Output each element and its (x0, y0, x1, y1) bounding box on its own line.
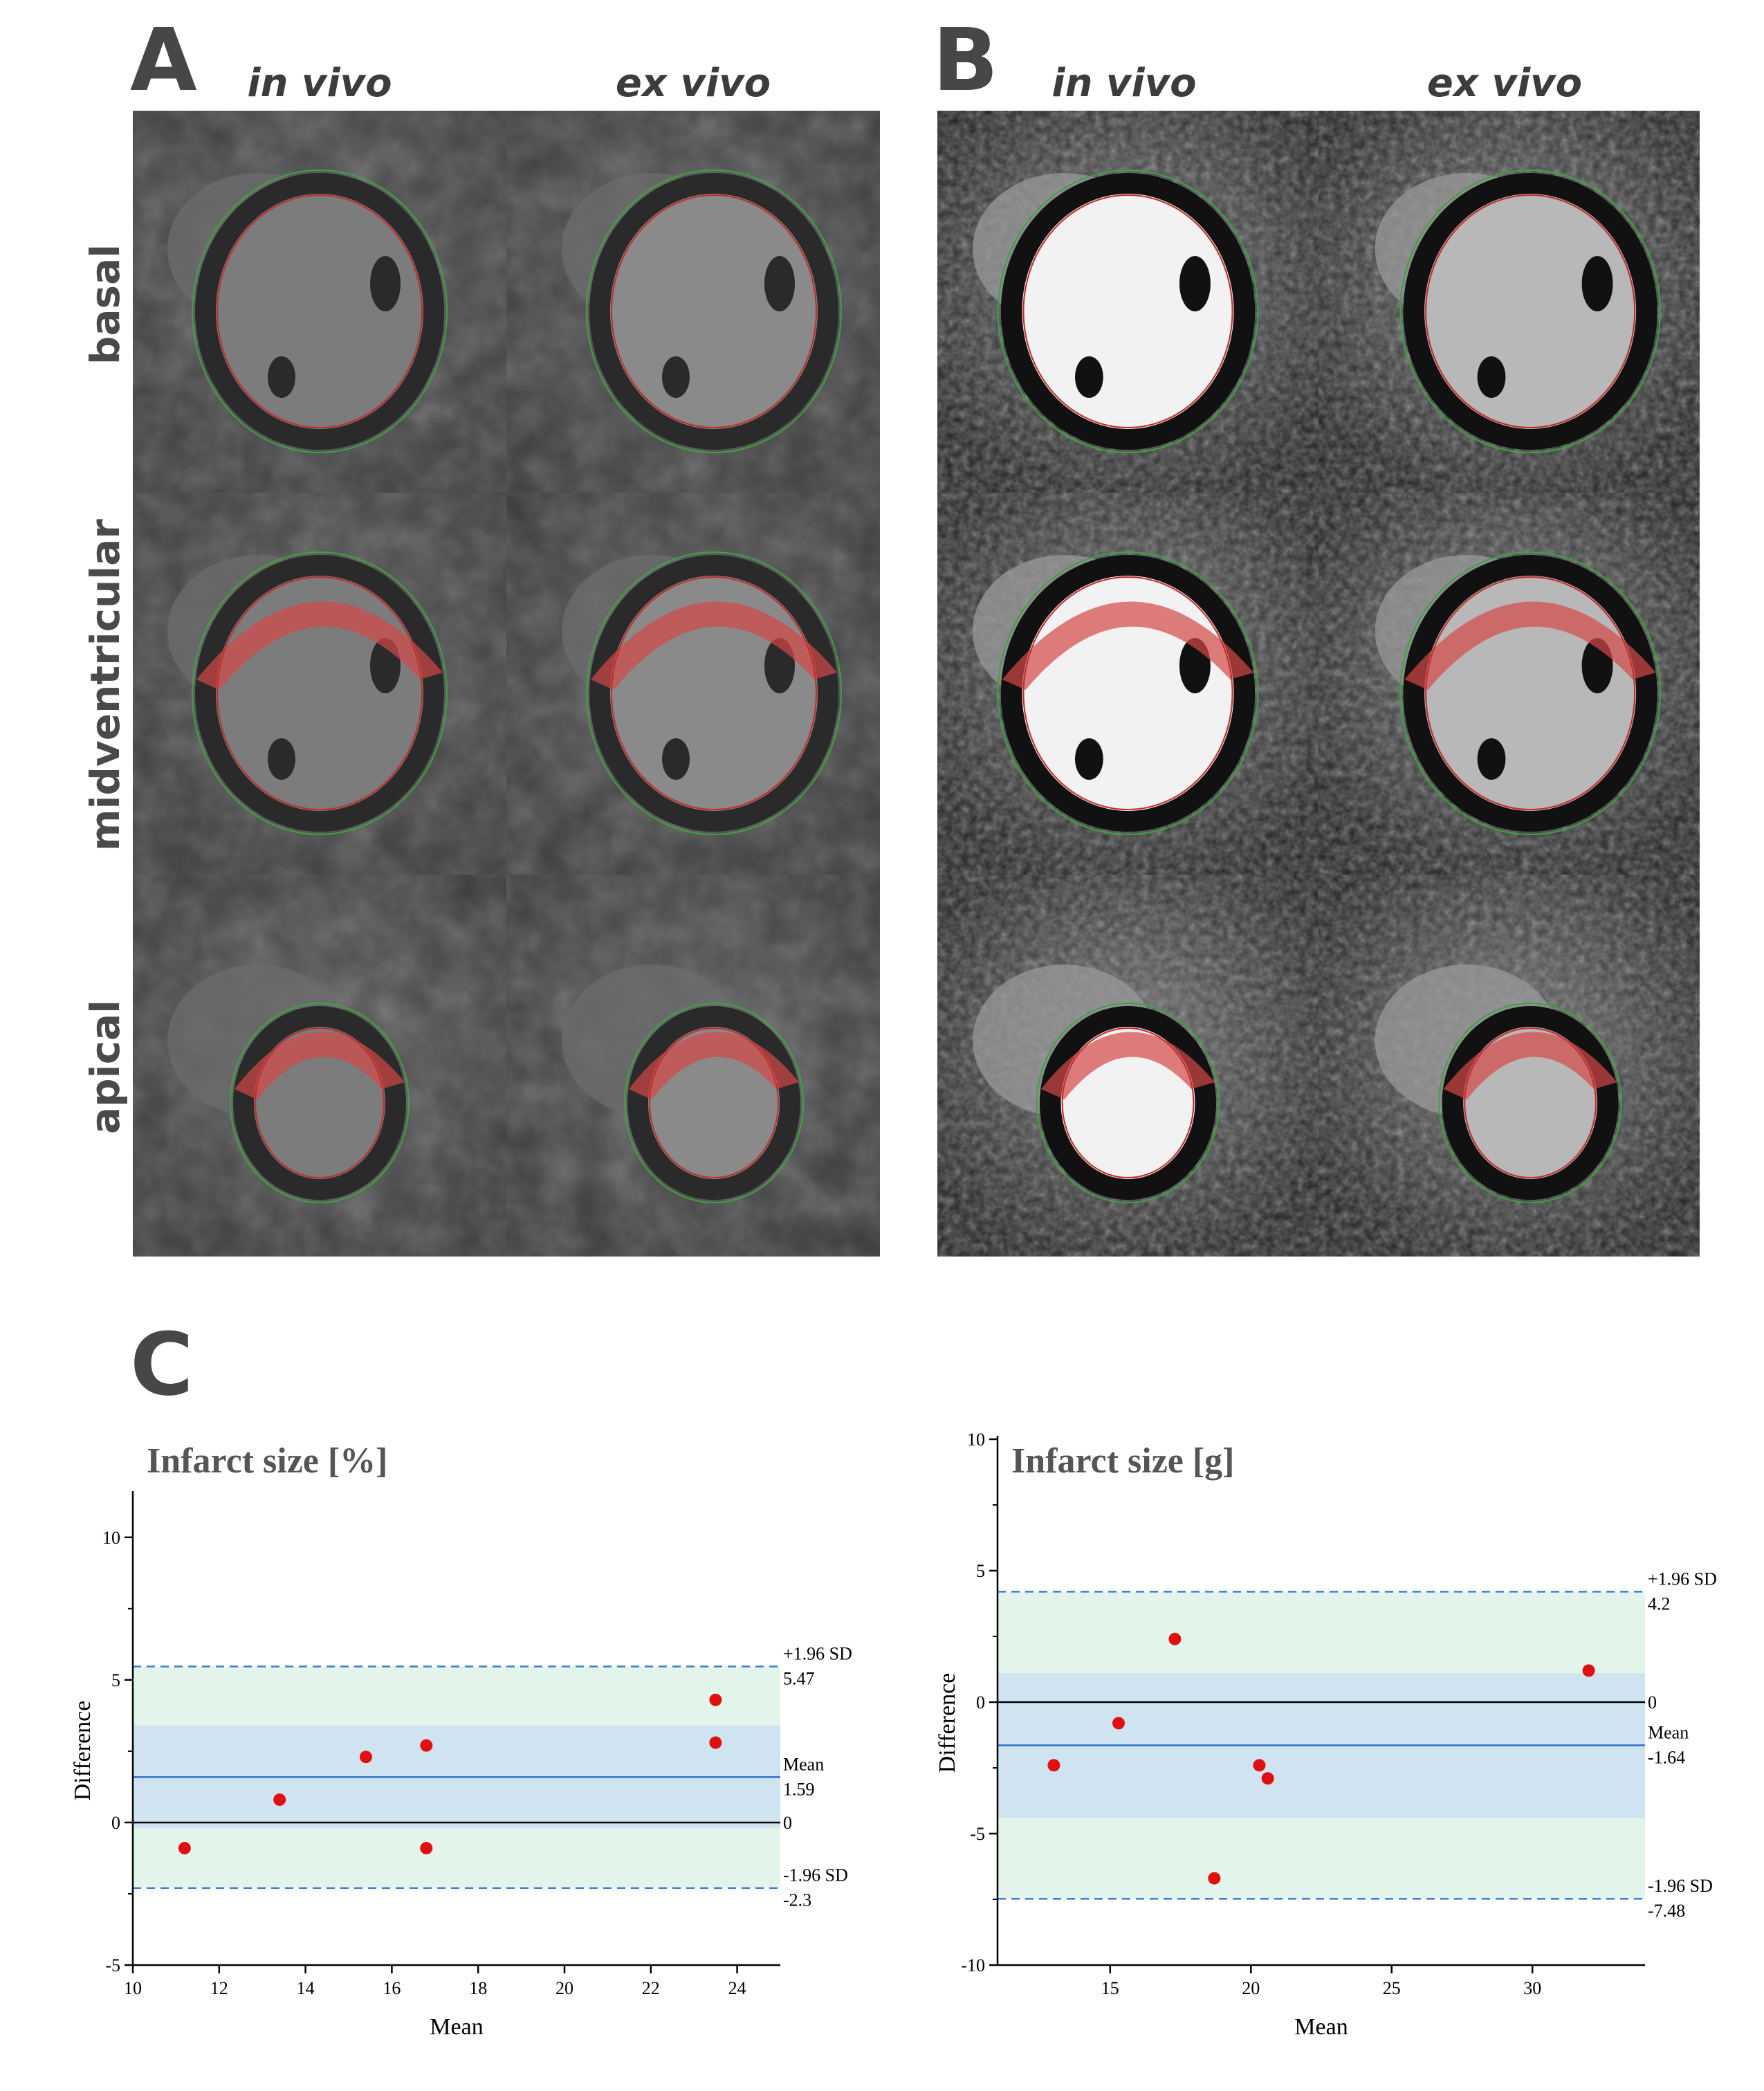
mri-grid-panel-b (937, 111, 1700, 1257)
upper-limit-name: +1.96 SD (1648, 1569, 1717, 1589)
data-point-0 (1047, 1759, 1060, 1772)
column-heading-ex-vivo-a: ex vivo (615, 61, 771, 106)
mri-image-b-apical-ex-vivo (1319, 875, 1700, 1257)
zero-value: 0 (783, 1813, 792, 1833)
x-tick-label: 22 (642, 1978, 660, 1998)
data-point-3 (1208, 1872, 1221, 1885)
panel-letter-a: A (130, 10, 197, 111)
y-tick-label: 10 (967, 1430, 985, 1450)
row-label-apical: apical (82, 1000, 129, 1134)
y-tick-label: -5 (970, 1824, 985, 1844)
mri-image-a-basal-ex-vivo (506, 111, 880, 493)
row-label-basal: basal (82, 244, 129, 365)
data-point-2 (359, 1751, 372, 1764)
y-axis-label: Difference (70, 1701, 95, 1801)
column-heading-ex-vivo-b: ex vivo (1426, 61, 1583, 106)
lower-limit-value: -2.3 (783, 1890, 811, 1910)
mean-value: 1.59 (783, 1779, 815, 1799)
data-point-0 (178, 1842, 191, 1855)
column-heading-in-vivo-b: in vivo (1051, 61, 1197, 106)
x-tick-label: 10 (124, 1978, 142, 1998)
x-tick-label: 16 (383, 1978, 401, 1998)
bland-altman-plot-percent: -5 0 5 10 10 12 14 16 18 20 22 24 Mean Difference Infa… (55, 1418, 872, 2055)
bland-altman-svg-grams: -10 -5 0 5 10 15 20 25 30 Mean Difference Infarct s… (935, 1430, 1717, 2040)
plot-title: Infarct size [%] (147, 1441, 388, 1481)
data-point-1 (1112, 1717, 1125, 1730)
x-tick-label: 20 (1242, 1978, 1260, 1998)
data-point-6 (1582, 1664, 1595, 1677)
mean-name: Mean (783, 1754, 824, 1774)
data-point-4 (420, 1842, 433, 1855)
lower-limit-name: -1.96 SD (783, 1865, 848, 1885)
x-tick-label: 12 (210, 1978, 228, 1998)
y-tick-label: 5 (111, 1670, 120, 1690)
y-tick-label: 0 (976, 1692, 985, 1713)
mri-image-a-basal-in-vivo (133, 111, 506, 493)
x-axis-label: Mean (430, 2014, 483, 2040)
x-tick-label: 24 (728, 1978, 746, 1998)
lower-limit-value: -7.48 (1648, 1901, 1685, 1921)
plot-title: Infarct size [g] (1011, 1441, 1235, 1481)
mean-name: Mean (1648, 1722, 1689, 1742)
mri-image-a-apical-in-vivo (133, 875, 506, 1257)
lower-limit-name: -1.96 SD (1648, 1876, 1713, 1896)
mri-image-b-midventricular-in-vivo (937, 493, 1319, 875)
mri-image-b-apical-in-vivo (937, 875, 1319, 1257)
y-tick-label: -5 (105, 1955, 120, 1975)
y-axis-label: Difference (935, 1673, 960, 1773)
mri-image-a-midventricular-ex-vivo (506, 493, 880, 875)
data-point-1 (273, 1793, 286, 1806)
x-tick-label: 30 (1523, 1978, 1541, 1998)
column-heading-in-vivo-a: in vivo (247, 61, 392, 106)
mri-grid-panel-a (133, 111, 880, 1257)
y-tick-label: 0 (111, 1813, 120, 1833)
y-tick-label: 10 (102, 1528, 120, 1548)
x-tick-label: 14 (297, 1978, 315, 1998)
mean-value: -1.64 (1648, 1747, 1685, 1767)
mri-image-b-midventricular-ex-vivo (1319, 493, 1700, 875)
upper-limit-value: 5.47 (783, 1669, 815, 1689)
mri-image-a-midventricular-in-vivo (133, 493, 506, 875)
data-point-3 (420, 1739, 433, 1752)
data-point-6 (709, 1736, 722, 1749)
zero-value: 0 (1648, 1692, 1657, 1713)
data-point-4 (1253, 1759, 1266, 1772)
x-tick-label: 25 (1383, 1978, 1401, 1998)
row-label-midventricular: midventricular (82, 519, 129, 851)
y-tick-label: 5 (976, 1561, 985, 1581)
mri-image-b-basal-ex-vivo (1319, 111, 1700, 493)
panel-letter-b: B (932, 10, 999, 111)
mri-image-a-apical-ex-vivo (506, 875, 880, 1257)
panel-letter-c: C (130, 1315, 194, 1415)
upper-limit-value: 4.2 (1648, 1594, 1671, 1614)
data-point-2 (1168, 1632, 1182, 1645)
x-tick-label: 18 (469, 1978, 487, 1998)
upper-limit-name: +1.96 SD (783, 1644, 852, 1664)
data-point-5 (709, 1693, 722, 1706)
x-axis-label: Mean (1294, 2014, 1348, 2040)
bland-altman-svg-percent: -5 0 5 10 10 12 14 16 18 20 22 24 Mean Difference Infa… (70, 1441, 852, 2040)
y-tick-label: -10 (961, 1955, 985, 1975)
bland-altman-plot-grams: -10 -5 0 5 10 15 20 25 30 Mean Difference Infarct s… (906, 1418, 1736, 2055)
x-tick-label: 15 (1101, 1978, 1119, 1998)
data-point-5 (1261, 1772, 1274, 1785)
x-tick-label: 20 (555, 1978, 573, 1998)
mri-image-b-basal-in-vivo (937, 111, 1319, 493)
